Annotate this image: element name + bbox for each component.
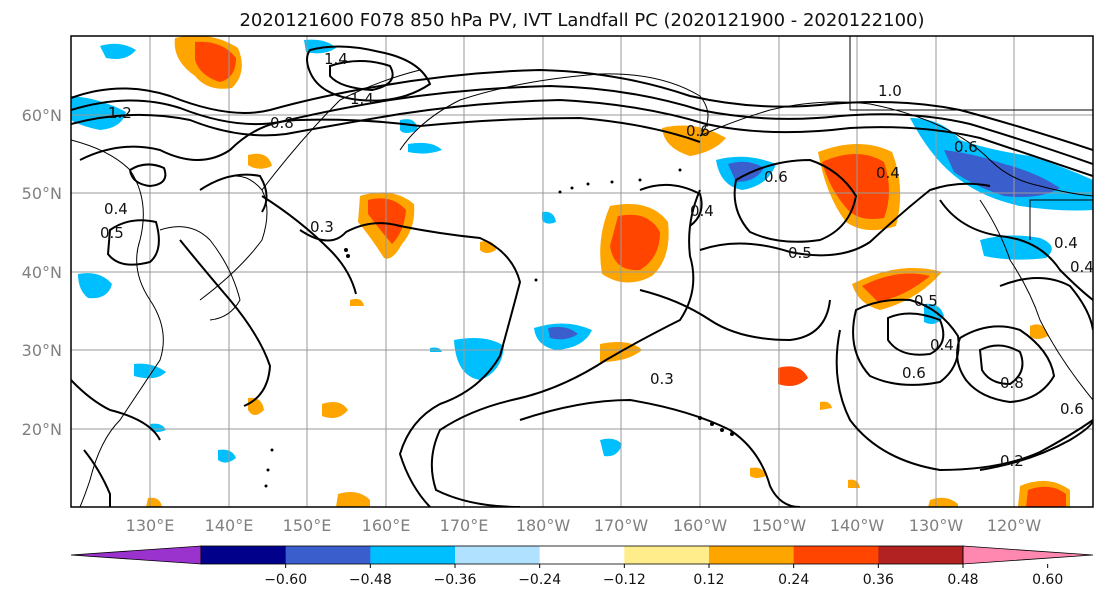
lat-label: 40°N <box>22 263 62 282</box>
lon-label: 130°E <box>126 516 175 535</box>
lat-label: 60°N <box>22 106 62 125</box>
contour-labels: 1.2 1.4 1.4 1.0 0.8 0.6 0.5 0.4 0.3 0.4 … <box>100 50 1094 470</box>
colorbar-segment <box>709 546 795 564</box>
colorbar-segment <box>539 546 625 564</box>
contour-label: 0.3 <box>310 218 334 236</box>
colorbar-tick-label: 0.36 <box>863 572 894 588</box>
colorbar-segment <box>455 546 541 564</box>
colorbar-extension-high <box>962 545 1094 565</box>
colorbar-tick-label: −0.36 <box>434 572 477 588</box>
contour-label: 0.4 <box>1054 234 1078 252</box>
map-content: 1.2 1.4 1.4 1.0 0.8 0.6 0.5 0.4 0.3 0.4 … <box>71 36 1094 507</box>
lon-label: 150°W <box>752 516 807 535</box>
lat-label: 30°N <box>22 341 62 360</box>
contour-label: 0.4 <box>690 202 714 220</box>
lon-label: 140°W <box>830 516 885 535</box>
pv-contours <box>71 45 1093 507</box>
contour-label: 0.6 <box>764 168 788 186</box>
colorbar-segment <box>878 546 964 564</box>
figure-title: 2020121600 F078 850 hPa PV, IVT Landfall… <box>239 10 924 31</box>
contour-label: 0.4 <box>930 336 954 354</box>
colorbar-tick-label: 0.60 <box>1032 572 1063 588</box>
colorbar-segment <box>201 546 287 564</box>
contour-label: 0.5 <box>914 292 938 310</box>
colorbar-tick-label: −0.24 <box>518 572 561 588</box>
lon-label: 150°E <box>283 516 332 535</box>
contour-label: 0.4 <box>876 164 900 182</box>
colorbar-tick-label: 0.48 <box>947 572 978 588</box>
latitude-labels: 60°N 50°N 40°N 30°N 20°N <box>22 106 62 439</box>
lon-label: 170°E <box>440 516 489 535</box>
colorbar-tick-label: −0.48 <box>349 572 392 588</box>
lon-label: 180°W <box>516 516 571 535</box>
colorbar-segment <box>624 546 710 564</box>
lat-label: 20°N <box>22 420 62 439</box>
contour-label: 1.2 <box>108 104 132 122</box>
contour-label: 0.8 <box>1000 374 1024 392</box>
colorbar-tick-label: −0.60 <box>264 572 307 588</box>
colorbar-segment <box>793 546 879 564</box>
longitude-labels: 130°E 140°E 150°E 160°E 170°E 180°W 170°… <box>126 516 1042 535</box>
colorbar-tick-label: −0.12 <box>603 572 646 588</box>
colorbar-border <box>200 545 964 565</box>
contour-label: 0.5 <box>788 244 812 262</box>
contour-label: 0.4 <box>104 200 128 218</box>
lon-label: 160°E <box>362 516 411 535</box>
lon-label: 130°W <box>909 516 964 535</box>
lon-label: 170°W <box>594 516 649 535</box>
lon-label: 120°W <box>987 516 1042 535</box>
contour-label: 0.4 <box>1070 258 1094 276</box>
coastlines <box>71 36 1093 507</box>
contour-label: 0.5 <box>100 224 124 242</box>
contour-label: 0.6 <box>902 364 926 382</box>
colorbar-segment <box>370 546 456 564</box>
colorbar-segment <box>285 546 371 564</box>
contour-label: 1.4 <box>324 50 348 68</box>
contour-label: 0.3 <box>650 370 674 388</box>
colorbar-ticks: −0.60 −0.48 −0.36 −0.24 −0.12 0.12 0.24 0.36 0.4… <box>264 564 1063 588</box>
map-frame <box>70 35 1094 508</box>
islands <box>264 168 734 488</box>
lat-label: 50°N <box>22 184 62 203</box>
colorbar-segments <box>70 545 1094 565</box>
lon-label: 140°E <box>205 516 254 535</box>
contour-label: 0.6 <box>954 138 978 156</box>
contour-label: 0.2 <box>1000 452 1024 470</box>
lon-label: 160°W <box>673 516 728 535</box>
contour-label: 0.6 <box>1060 400 1084 418</box>
colorbar-extension-low <box>70 545 202 565</box>
contour-label: 0.6 <box>686 122 710 140</box>
colorbar-tick-label: 0.12 <box>693 572 724 588</box>
colorbar: −0.60 −0.48 −0.36 −0.24 −0.12 0.12 0.24 0.36 0.4… <box>70 545 1094 588</box>
colorbar-tick-label: 0.24 <box>778 572 809 588</box>
contour-label: 0.8 <box>270 114 294 132</box>
contour-label: 1.0 <box>878 82 902 100</box>
contour-label: 1.4 <box>350 90 374 108</box>
